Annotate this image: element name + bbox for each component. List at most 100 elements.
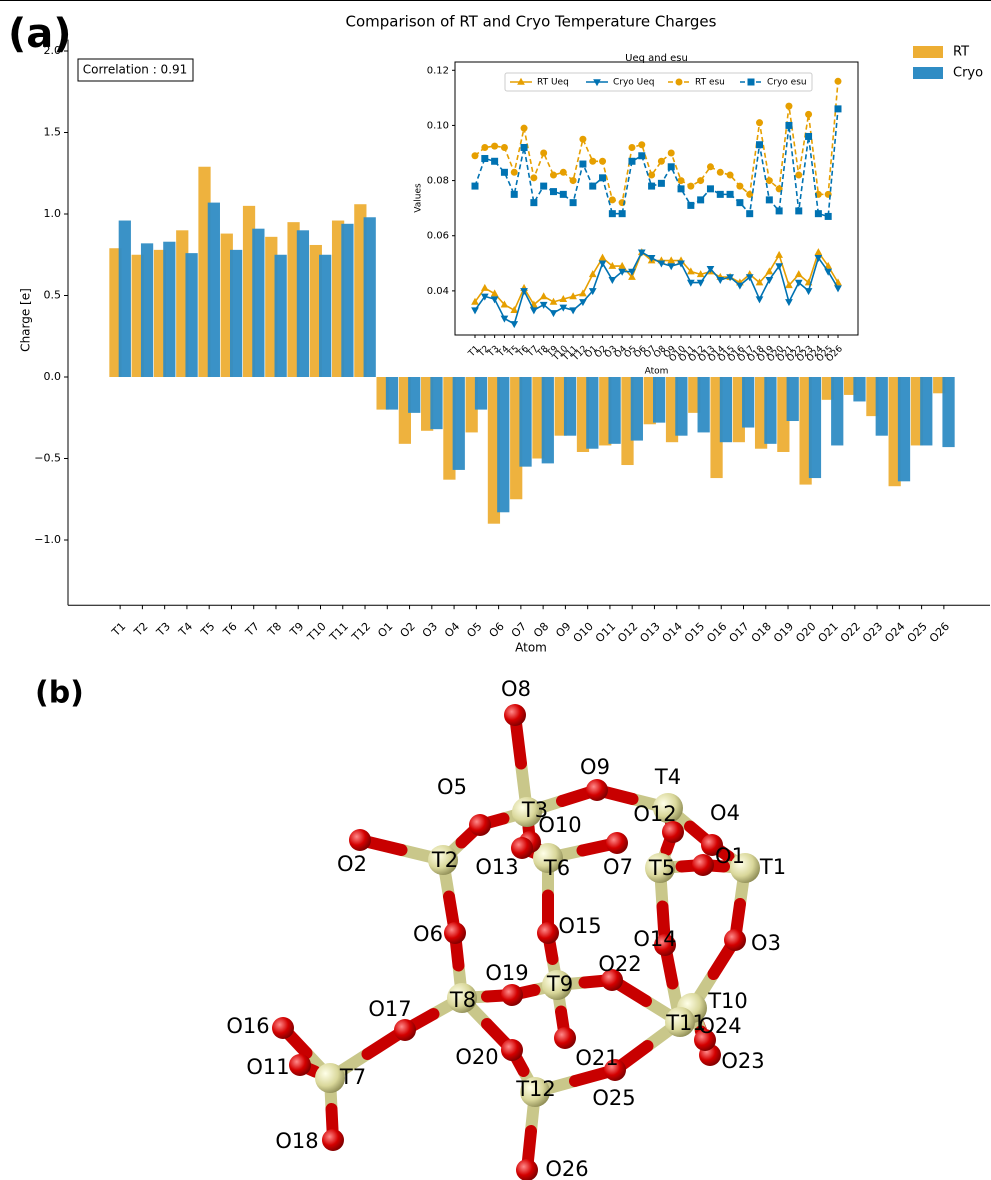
inset-title: Ueq and esu — [625, 53, 688, 64]
figure: (a) (b) Comparison of RT and Cryo Temper… — [0, 0, 991, 1180]
legend-label: RT — [953, 45, 969, 60]
y-tick-label: 0.06 — [427, 231, 449, 242]
bar — [208, 203, 220, 377]
bar — [386, 377, 398, 410]
point — [648, 183, 655, 190]
legend-swatch — [913, 67, 943, 79]
bar — [698, 377, 710, 432]
point — [589, 183, 596, 190]
y-tick-label: 2.0 — [44, 44, 62, 57]
point — [676, 79, 683, 86]
atom-label: T9 — [546, 972, 573, 996]
point — [472, 152, 479, 159]
x-tick-label: O2 — [398, 620, 418, 640]
point — [648, 172, 655, 179]
atom-label: O24 — [698, 1014, 741, 1038]
point — [560, 191, 567, 198]
inset-chart: Ueq and esu0.040.060.080.100.12T1T2T3T4T… — [414, 53, 859, 377]
y-tick-label: 0.10 — [427, 120, 449, 131]
panel-label: (b) — [35, 676, 84, 711]
bar — [364, 217, 376, 377]
bar — [920, 377, 932, 445]
y-tick-label: 1.5 — [44, 126, 62, 139]
bar — [297, 230, 309, 377]
point — [835, 105, 842, 112]
o-atom — [606, 832, 628, 854]
o-atom — [501, 1039, 523, 1061]
bar — [631, 377, 643, 441]
o-atom — [469, 814, 491, 836]
bar — [809, 377, 821, 478]
point — [501, 169, 508, 176]
atom-label: O8 — [501, 677, 531, 701]
x-tick-label: O11 — [593, 620, 618, 645]
y-axis-label: Values — [414, 183, 424, 213]
x-tick-label: T9 — [287, 620, 307, 640]
x-tick-label: T1 — [109, 620, 129, 640]
bar — [119, 221, 131, 377]
atom-label: O6 — [413, 922, 443, 946]
bar — [497, 377, 509, 512]
o-atom — [322, 1129, 344, 1151]
x-axis-label: Atom — [645, 367, 669, 377]
point — [717, 169, 724, 176]
x-tick-label: O6 — [487, 620, 507, 640]
point — [491, 158, 498, 165]
y-tick-label: 0.5 — [44, 289, 62, 302]
point — [756, 119, 763, 126]
point — [628, 144, 635, 151]
atom-label: O19 — [485, 961, 528, 985]
atom-label: O9 — [580, 755, 610, 779]
panel-label: (a) — [8, 11, 72, 57]
point — [628, 158, 635, 165]
point — [599, 158, 606, 165]
x-tick-label: T3 — [153, 620, 173, 640]
x-tick-label: O25 — [905, 620, 930, 645]
point — [766, 196, 773, 203]
point — [687, 202, 694, 209]
y-tick-label: −0.5 — [34, 452, 61, 465]
point — [697, 177, 704, 184]
point — [756, 141, 763, 148]
bar — [542, 377, 554, 463]
point — [658, 180, 665, 187]
atom-label: O17 — [368, 997, 411, 1021]
annotation: Correlation : 0.91 — [83, 63, 188, 77]
atom-label: O4 — [710, 801, 740, 825]
point — [521, 144, 528, 151]
o-atom — [289, 1054, 311, 1076]
bar — [341, 224, 353, 377]
o-atom — [444, 922, 466, 944]
point — [638, 152, 645, 159]
point — [609, 210, 616, 217]
bar — [764, 377, 776, 444]
atom-label: O11 — [246, 1055, 289, 1079]
point — [658, 158, 665, 165]
point — [511, 169, 518, 176]
atom-label: O23 — [721, 1049, 764, 1073]
x-tick-label: T6 — [220, 620, 240, 640]
atom-label: O13 — [475, 855, 518, 879]
point — [835, 78, 842, 85]
point — [805, 111, 812, 118]
point — [697, 196, 704, 203]
chart-title: Comparison of RT and Cryo Temperature Ch… — [346, 13, 717, 31]
point — [550, 172, 557, 179]
bar — [275, 255, 287, 377]
legend-label: Cryo esu — [767, 78, 807, 88]
x-tick-label: T12 — [349, 620, 374, 645]
x-tick-label: O19 — [771, 620, 796, 645]
x-tick-label: T10 — [304, 620, 329, 645]
atom-label: T10 — [707, 989, 748, 1013]
atom-label: O3 — [751, 931, 781, 955]
atom-label: T8 — [449, 988, 476, 1012]
o-atom — [554, 1027, 576, 1049]
x-tick-label: T11 — [326, 620, 351, 645]
atom-label: O20 — [455, 1045, 498, 1069]
bar — [876, 377, 888, 436]
x-tick-label: O14 — [660, 620, 685, 645]
bar — [252, 229, 264, 377]
o-atom — [537, 922, 559, 944]
point — [579, 136, 586, 143]
bar — [475, 377, 487, 410]
